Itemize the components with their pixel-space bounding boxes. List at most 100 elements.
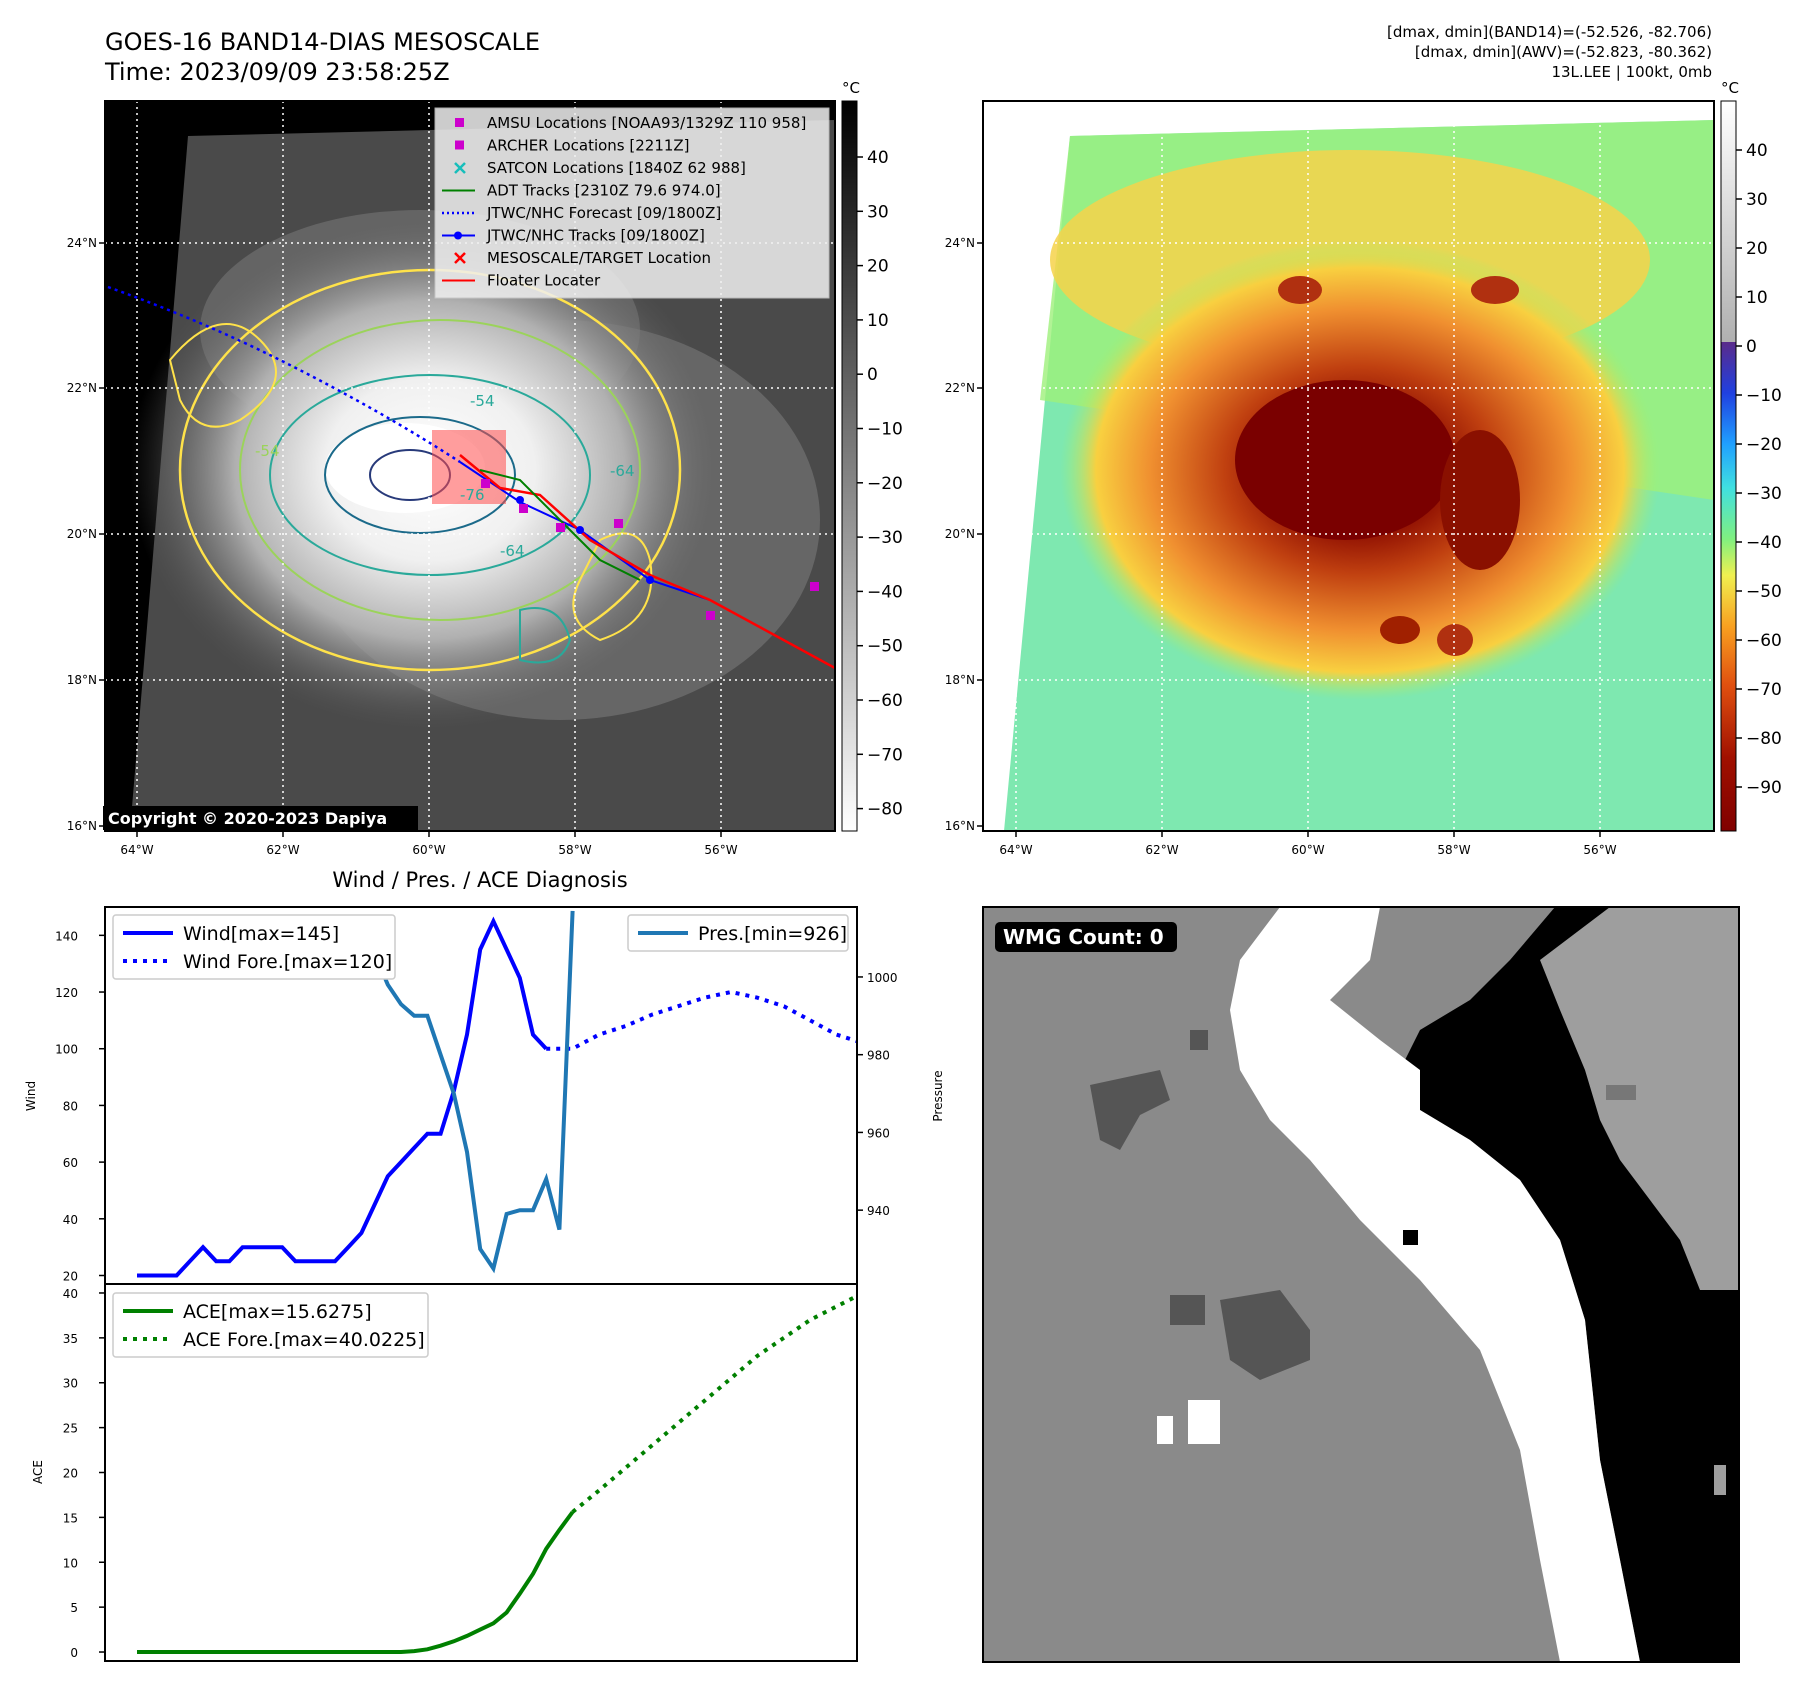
awv-map-lon-label: 58°W (1437, 843, 1470, 857)
ace-y-tick-label: 40 (63, 1287, 78, 1301)
ir-colorbar-tick-label: 0 (867, 365, 878, 385)
legend-entry: AMSU Locations [NOAA93/1329Z 110 958] (455, 114, 806, 132)
ir-colorbar-tick-label: −80 (867, 800, 903, 820)
awv-colorbar-tick-label: −20 (1746, 435, 1782, 455)
awv-map-lon-label: 64°W (999, 843, 1032, 857)
ace-y-tick-label: 5 (70, 1601, 78, 1615)
legend-dot (454, 231, 462, 240)
awv-colorbar-tick-label: −80 (1746, 729, 1782, 749)
wmg-panel: WMG Count: 0 (982, 906, 1740, 1663)
ace-forecast-series-line (571, 1293, 857, 1514)
contour-label-64: -64 (500, 542, 525, 560)
ir-colorbar (841, 100, 858, 832)
wind-legend-label: Wind Fore.[max=120] (183, 951, 392, 973)
ir-colorbar-tick-label: 10 (867, 311, 889, 331)
awv-map-lat-label: 16°N (945, 819, 975, 833)
ace-y-tick-label: 35 (63, 1332, 78, 1346)
ace-y-tick-label: 30 (63, 1377, 78, 1391)
ace-legend-box (112, 1292, 429, 1358)
wind-y-tick-label: 140 (55, 929, 78, 943)
ace-axis-label: ACE (31, 1460, 45, 1484)
wind-series-line (137, 916, 548, 1278)
contour-label-54: -54 (470, 392, 495, 410)
legend-entry: MESOSCALE/TARGET Location (454, 249, 711, 267)
legend-label: ADT Tracks [2310Z 79.6 974.0] (487, 182, 721, 200)
wind-forecast-series-line (546, 989, 857, 1051)
diagnosis-title: Wind / Pres. / ACE Diagnosis (332, 868, 627, 892)
legend-x-marker (454, 252, 466, 264)
legend-square-marker (455, 118, 464, 127)
awv-map-lon-label: 56°W (1583, 843, 1616, 857)
ir-map-lon-label: 58°W (558, 843, 591, 857)
legend-entry: ADT Tracks [2310Z 79.6 974.0] (442, 182, 721, 200)
awv-imagery (983, 101, 1714, 831)
legend-label: AMSU Locations [NOAA93/1329Z 110 958] (487, 114, 806, 132)
copyright-box (103, 806, 418, 830)
awv-colorbar-tick-label: −60 (1746, 631, 1782, 651)
ir-colorbar-unit: °C (842, 79, 860, 97)
wind-legend-box (112, 914, 396, 980)
pressure-legend-label: Pres.[min=926] (698, 923, 847, 945)
ir-colorbar-tick-label: −20 (867, 474, 903, 494)
ir-map-lon-label: 60°W (412, 843, 445, 857)
legend-entry: JTWC/NHC Forecast [09/1800Z] (442, 204, 721, 222)
wmg-count-box (995, 922, 1177, 952)
awv-map-lat-label: 18°N (945, 673, 975, 687)
ir-map-lon-label: 64°W (120, 843, 153, 857)
ir-colorbar-tick-label: −40 (867, 582, 903, 602)
ir-map-legend: AMSU Locations [NOAA93/1329Z 110 958] ARC… (434, 107, 830, 299)
pressure-legend-box (627, 914, 849, 952)
awv-colorbar (1720, 100, 1737, 832)
contour-label-54b: -54 (255, 442, 280, 460)
legend-square-marker (455, 140, 464, 150)
figure-title-line2: Time: 2023/09/09 23:58:25Z (104, 58, 450, 86)
wind-y-tick-label: 20 (63, 1269, 78, 1283)
ace-legend-label: ACE[max=15.6275] (183, 1301, 372, 1323)
legend-label: MESOSCALE/TARGET Location (487, 249, 711, 267)
awv-map-lon-label: 62°W (1145, 843, 1178, 857)
ace-chart: 0 5 10 15 20 25 30 35 40 ACE ACE[max=15.6275] ACE… (31, 1283, 858, 1662)
pressure-y-tick-label: 980 (867, 1049, 890, 1063)
ir-map-lat-label: 16°N (67, 819, 97, 833)
ir-map-lat-label: 24°N (67, 236, 97, 250)
info-line-awv: [dmax, dmin](AWV)=(-52.823, -80.362) (1415, 43, 1712, 61)
awv-colorbar-tick-label: −30 (1746, 484, 1782, 504)
legend-entry: Floater Locater (442, 272, 601, 290)
ir-colorbar-tick-label: −30 (867, 528, 903, 548)
awv-colorbar-tick-label: 10 (1746, 288, 1768, 308)
ir-map-lon-label: 56°W (704, 843, 737, 857)
wind-pressure-chart: 20 40 60 80 100 120 140 940 960 980 1000 Wind Pre… (24, 906, 945, 1285)
ace-y-tick-label: 20 (63, 1467, 78, 1481)
ir-colorbar-tick-label: −10 (867, 420, 903, 440)
wind-y-tick-label: 80 (63, 1099, 78, 1113)
ir-map-lat-label: 20°N (67, 527, 97, 541)
awv-colorbar-tick-label: −90 (1746, 778, 1782, 798)
contour-label-76: -76 (460, 486, 485, 504)
pressure-y-tick-label: 960 (867, 1126, 890, 1140)
ir-colorbar-tick-label: 40 (867, 148, 889, 168)
awv-map-lat-label: 22°N (945, 381, 975, 395)
pressure-y-tick-label: 940 (867, 1204, 890, 1218)
awv-colorbar-unit: °C (1721, 79, 1739, 97)
info-line-band14: [dmax, dmin](BAND14)=(-52.526, -82.706) (1387, 23, 1712, 41)
awv-map-lat-label: 20°N (945, 527, 975, 541)
awv-colorbar-tick-label: −40 (1746, 533, 1782, 553)
ir-colorbar-tick-label: 30 (867, 202, 889, 222)
ace-y-tick-label: 15 (63, 1511, 78, 1525)
wind-y-tick-label: 40 (63, 1213, 78, 1227)
ace-series-line (137, 1510, 575, 1654)
awv-colorbar-tick-label: 30 (1746, 190, 1768, 210)
ir-colorbar-tick-label: −60 (867, 691, 903, 711)
wind-y-tick-label: 60 (63, 1156, 78, 1170)
info-line-storm: 13L.LEE | 100kt, 0mb (1551, 63, 1712, 81)
ir-map-lat-label: 18°N (67, 673, 97, 687)
wind-y-tick-label: 100 (55, 1043, 78, 1057)
awv-colorbar-tick-label: 40 (1746, 141, 1768, 161)
legend-label: JTWC/NHC Forecast [09/1800Z] (486, 204, 721, 222)
legend-label: SATCON Locations [1840Z 62 988] (487, 159, 746, 177)
awv-map-lon-label: 60°W (1291, 843, 1324, 857)
ir-colorbar-tick-label: −50 (867, 637, 903, 657)
legend-entry: SATCON Locations [1840Z 62 988] (454, 159, 746, 177)
figure-title-line1: GOES-16 BAND14-DIAS MESOSCALE (105, 28, 540, 56)
